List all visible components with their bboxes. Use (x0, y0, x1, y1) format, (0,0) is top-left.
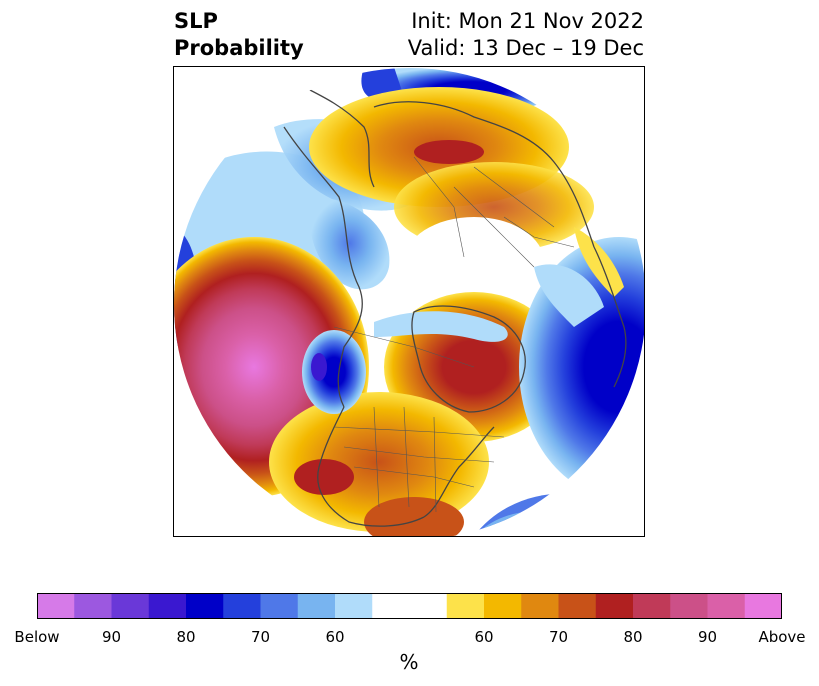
colorbar-border (37, 593, 782, 619)
map-svg (174, 68, 644, 536)
colorbar-swatch (744, 593, 782, 619)
colorbar-swatch (223, 593, 261, 619)
colorbar-swatch (148, 593, 187, 619)
title-type: Probability (174, 36, 304, 60)
chart-title-right: Init: Mon 21 Nov 2022 Valid: 13 Dec – 19… (408, 8, 644, 62)
colorbar-tick-label: 60 (325, 628, 345, 646)
probability-field (174, 68, 644, 536)
valid-range: Valid: 13 Dec – 19 Dec (407, 36, 644, 60)
colorbar-swatch (595, 593, 634, 619)
chart-title-left: SLP Probability (174, 8, 304, 62)
title-variable: SLP (174, 9, 218, 33)
colorbar-tick-label: 60 (474, 628, 494, 646)
polar-map (173, 66, 645, 537)
colorbar-swatch (186, 593, 224, 619)
init-date: Init: Mon 21 Nov 2022 (411, 9, 644, 33)
colorbar-swatch (297, 593, 336, 619)
colorbar-unit-label: % (399, 650, 419, 674)
colorbar-swatch (111, 593, 150, 619)
colorbar-tick-label: 70 (548, 628, 569, 646)
colorbar-swatch (37, 593, 75, 619)
colorbar-tick-label: 70 (250, 628, 271, 646)
colorbar (37, 593, 782, 619)
colorbar-swatch (74, 593, 112, 619)
colorbar-tick-label: 90 (697, 628, 718, 646)
colorbar-swatch (409, 593, 448, 619)
colorbar-swatch (670, 593, 708, 619)
colorbar-tick-label: 80 (623, 628, 643, 646)
colorbar-tick-label: 80 (176, 628, 196, 646)
colorbar-swatch (260, 593, 299, 619)
colorbar-tick-label: Above (758, 628, 806, 646)
colorbar-swatch (521, 593, 559, 619)
country-borders (333, 156, 575, 513)
colorbar-swatch (372, 593, 410, 619)
colorbar-svg (37, 593, 782, 619)
colorbar-swatch (484, 593, 522, 619)
colorbar-tick-label: 90 (101, 628, 122, 646)
colorbar-tick-label: Below (14, 628, 60, 646)
colorbar-swatch (707, 593, 746, 619)
colorbar-swatch (446, 593, 485, 619)
colorbar-swatch (335, 593, 373, 619)
coastlines (283, 86, 627, 527)
colorbar-swatch (558, 593, 597, 619)
colorbar-swatch (633, 593, 671, 619)
